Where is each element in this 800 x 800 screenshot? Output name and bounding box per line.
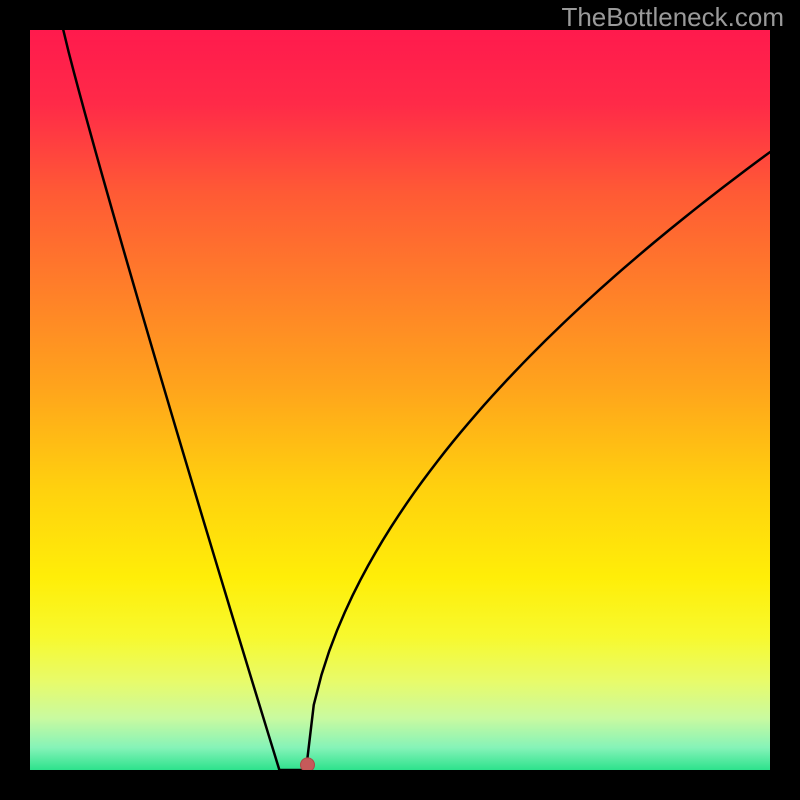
plot-area [30,30,770,770]
watermark-text: TheBottleneck.com [561,2,784,33]
chart-frame: TheBottleneck.com [0,0,800,800]
gradient-background [30,30,770,770]
chart-svg [30,30,770,770]
minimum-marker [301,758,315,770]
